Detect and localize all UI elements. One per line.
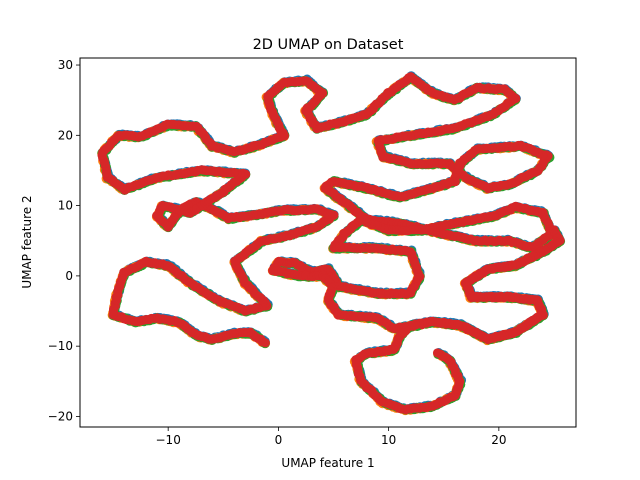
plot-area: [97, 71, 566, 416]
scatter-points: [97, 71, 566, 416]
chart-title: 2D UMAP on Dataset: [253, 37, 404, 53]
